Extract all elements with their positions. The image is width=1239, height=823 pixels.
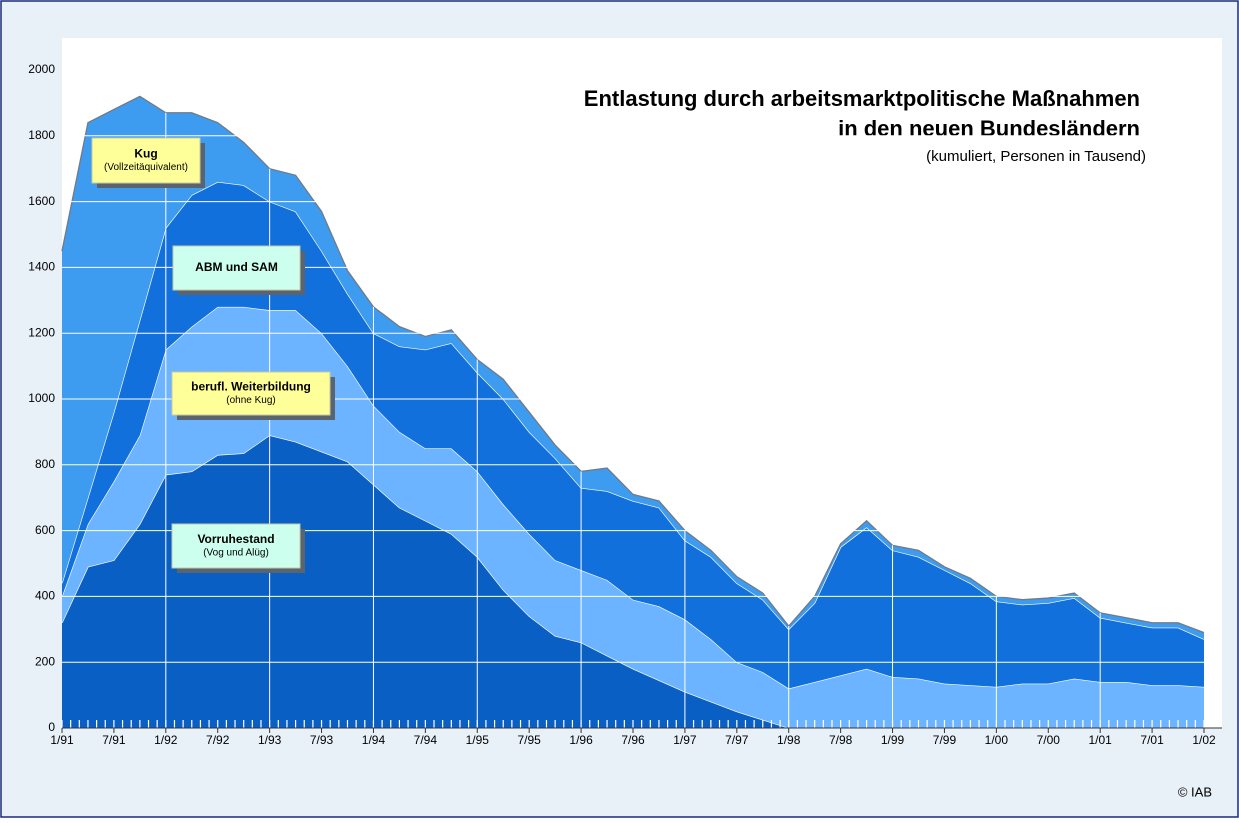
x-tick-label: 7/94 bbox=[414, 733, 438, 747]
area-edge bbox=[61, 95, 1205, 634]
y-tick-label: 1000 bbox=[28, 391, 55, 405]
area bbox=[62, 181, 1204, 689]
x-tick-label: 1/95 bbox=[466, 733, 490, 747]
y-tick-label: 400 bbox=[35, 589, 55, 603]
x-tick-label: 7/91 bbox=[102, 733, 126, 747]
x-tick-label: 1/00 bbox=[985, 733, 1009, 747]
legend-box bbox=[91, 137, 201, 184]
copyright: © IAB bbox=[1178, 784, 1212, 799]
legend-note: (ohne Kug) bbox=[226, 395, 275, 406]
y-tick-label: 600 bbox=[35, 523, 55, 537]
y-tick-label: 1600 bbox=[28, 194, 55, 208]
chart-title: in den neuen Bundesländern bbox=[838, 116, 1140, 141]
x-tick-label: 7/99 bbox=[933, 733, 957, 747]
y-tick-label: 1800 bbox=[28, 128, 55, 142]
y-tick-label: 200 bbox=[35, 654, 55, 668]
legend-label: Vorruhestand bbox=[197, 532, 274, 546]
x-tick-label: 1/94 bbox=[362, 733, 386, 747]
x-tick-label: 7/98 bbox=[829, 733, 853, 747]
y-tick-label: 0 bbox=[48, 720, 55, 734]
x-tick-label: 1/96 bbox=[569, 733, 593, 747]
x-tick-label: 7/01 bbox=[1140, 733, 1164, 747]
x-tick-label: 1/92 bbox=[154, 733, 178, 747]
legend-box bbox=[171, 523, 301, 569]
x-tick-label: 1/93 bbox=[258, 733, 282, 747]
x-tick-label: 1/97 bbox=[673, 733, 697, 747]
legend-label: ABM und SAM bbox=[195, 260, 278, 274]
x-tick-label: 7/95 bbox=[518, 733, 542, 747]
x-tick-label: 1/91 bbox=[50, 733, 74, 747]
legend-note: (Vog und Alüg) bbox=[203, 548, 269, 559]
y-tick-label: 800 bbox=[35, 457, 55, 471]
x-tick-label: 7/93 bbox=[310, 733, 334, 747]
x-tick-label: 1/99 bbox=[881, 733, 905, 747]
y-tick-label: 1400 bbox=[28, 260, 55, 274]
x-tick-label: 1/02 bbox=[1192, 733, 1216, 747]
chart-subtitle: (kumuliert, Personen in Tausend) bbox=[926, 148, 1146, 165]
legend-label: Kug bbox=[134, 147, 157, 161]
x-tick-label: 7/97 bbox=[725, 733, 749, 747]
x-tick-label: 1/98 bbox=[777, 733, 801, 747]
chart-title: Entlastung durch arbeitsmarktpolitische … bbox=[584, 86, 1140, 111]
y-tick-label: 1200 bbox=[28, 325, 55, 339]
legend-box bbox=[171, 371, 331, 416]
x-tick-label: 1/01 bbox=[1089, 733, 1113, 747]
x-tick-label: 7/00 bbox=[1037, 733, 1061, 747]
area bbox=[62, 435, 1204, 728]
x-tick-label: 7/92 bbox=[206, 733, 230, 747]
y-tick-label: 2000 bbox=[28, 62, 55, 76]
legend-box bbox=[172, 245, 301, 291]
legend-label: berufl. Weiterbildung bbox=[191, 380, 311, 394]
x-tick-label: 7/96 bbox=[621, 733, 645, 747]
legend-note: (Vollzeitäquivalent) bbox=[104, 162, 188, 173]
area bbox=[62, 306, 1204, 728]
